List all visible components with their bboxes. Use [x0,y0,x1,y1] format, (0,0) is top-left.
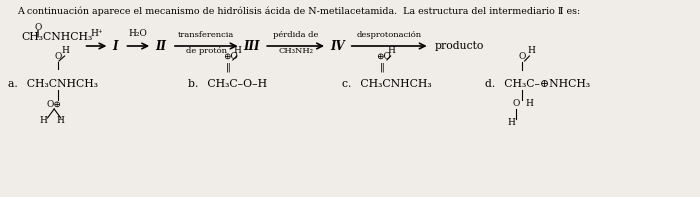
Text: II: II [155,40,166,52]
Text: H: H [62,46,69,55]
Text: ‖: ‖ [379,62,384,72]
Text: H: H [40,116,48,125]
Text: CH₃NH₂: CH₃NH₂ [278,47,313,55]
Text: A continuación aparece el mecanismo de hidrólisis ácida de N-metilacetamida.  La: A continuación aparece el mecanismo de h… [17,6,580,16]
Text: O: O [512,99,520,108]
Text: IV: IV [330,40,344,52]
Text: H: H [526,99,533,108]
Text: d.  CH₃C–⊕NHCH₃: d. CH₃C–⊕NHCH₃ [484,79,590,89]
Text: pérdida de: pérdida de [273,31,318,39]
Text: c.  CH₃CNHCH₃: c. CH₃CNHCH₃ [342,79,432,89]
Text: b.  CH₃C–O–H: b. CH₃C–O–H [188,79,267,89]
Text: H: H [508,118,515,127]
Text: desprotonación: desprotonación [356,31,422,39]
Text: H: H [388,46,395,55]
Text: H⁺: H⁺ [90,29,103,38]
Text: O: O [518,52,526,61]
Text: O: O [55,52,62,61]
Text: ‖: ‖ [225,62,230,72]
Text: H₂O: H₂O [129,29,148,38]
Text: transferencia: transferencia [178,31,235,39]
Text: de protón: de protón [186,47,227,55]
Text: producto: producto [434,41,484,51]
Text: ⊕O: ⊕O [223,52,237,61]
Text: a.  CH₃CNHCH₃: a. CH₃CNHCH₃ [8,79,97,89]
Text: H: H [234,46,241,55]
Text: O: O [34,23,42,32]
Text: H: H [57,116,65,125]
Text: I: I [112,40,118,52]
Text: ‖: ‖ [36,29,40,37]
Text: O⊕: O⊕ [47,100,62,109]
Text: H: H [527,46,536,55]
Text: III: III [244,40,260,52]
Text: ⊕O: ⊕O [377,52,391,61]
Text: CH₃CNHCH₃: CH₃CNHCH₃ [21,32,92,42]
